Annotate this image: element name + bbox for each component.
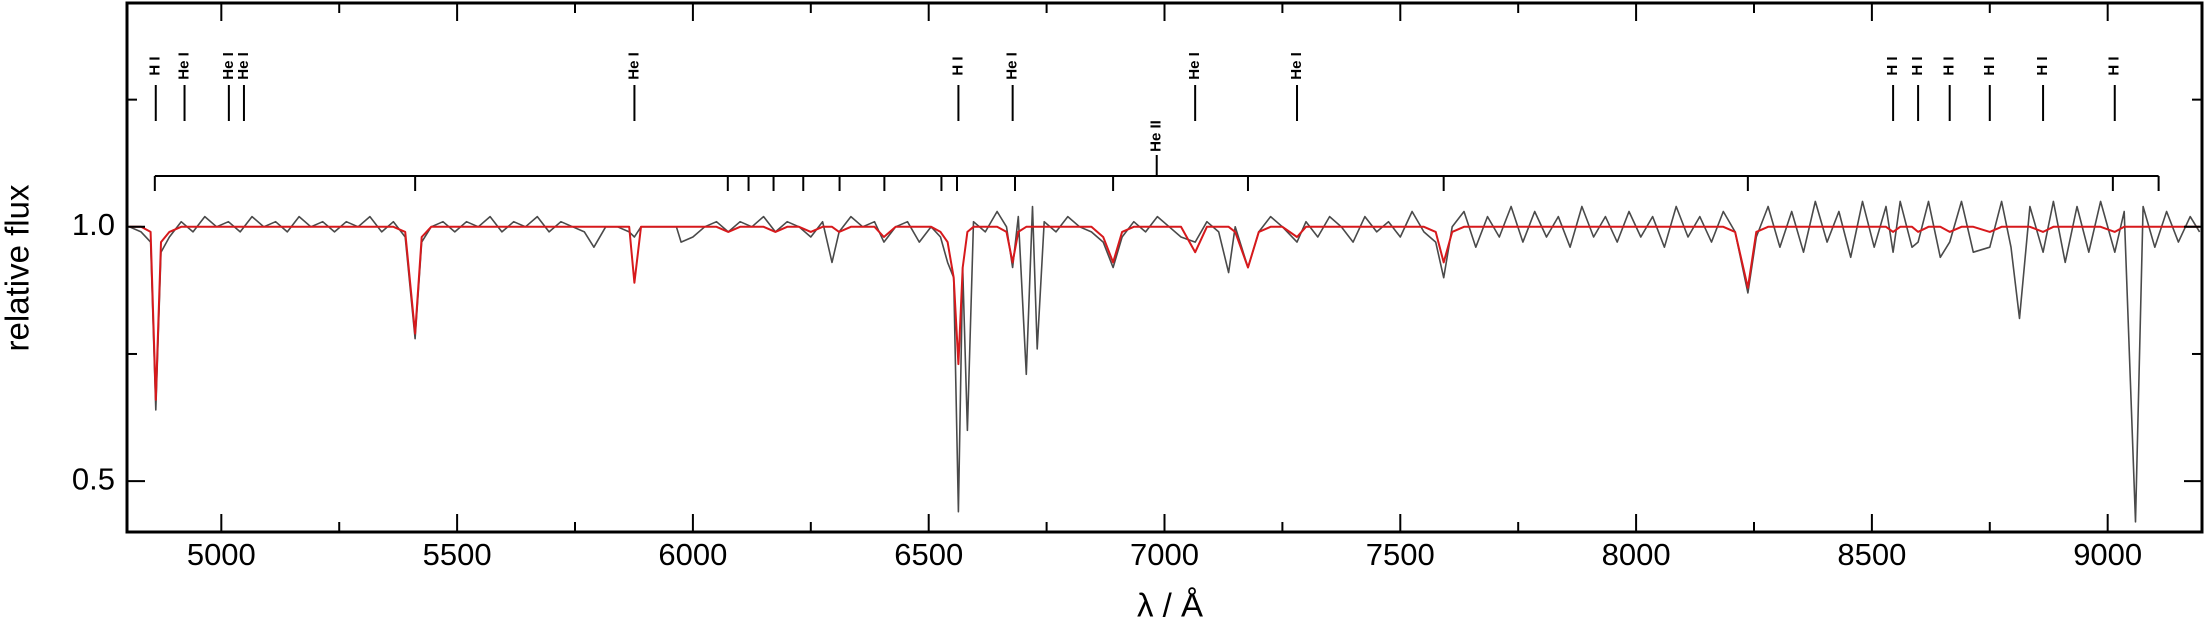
x-tick-label: 9000 [2073,537,2142,572]
line-id-label: He I [1288,52,1305,80]
x-tick-label: 6500 [894,537,963,572]
line-id-label: H I [949,56,966,75]
bracket-label: He II [1148,120,1165,152]
x-tick-label: 8000 [1602,537,1671,572]
line-id-label: H I [1981,56,1998,75]
spectrum-line [129,200,2201,523]
line-id-label: He I [1004,52,1021,80]
line-id-label: He I [176,52,193,80]
x-axis-label: λ / Å [1137,587,1203,624]
x-tick-label: 7000 [1130,537,1199,572]
line-id-label: H I [1941,56,1958,75]
spectrum-line [129,225,2200,401]
y-tick-label: 1.0 [72,207,115,242]
line-id-label: H I [1884,56,1901,75]
x-tick-label: 8500 [1837,537,1906,572]
line-id-label: He I [235,52,252,80]
x-tick-label: 5500 [423,537,492,572]
line-id-label: H I [147,56,164,75]
line-id-label: He I [220,52,237,80]
y-tick-label: 0.5 [72,461,115,496]
plot-frame [125,1,2204,534]
x-tick-label: 6000 [658,537,727,572]
line-id-label: H I [2034,56,2051,75]
y-axis-label: relative flux [0,184,36,351]
x-tick-label: 5000 [187,537,256,572]
line-id-label: He I [625,52,642,80]
line-id-label: H I [2106,56,2123,75]
x-tick-label: 7500 [1366,537,1435,572]
line-id-label: H I [1909,56,1926,75]
line-id-label: He I [1186,52,1203,80]
